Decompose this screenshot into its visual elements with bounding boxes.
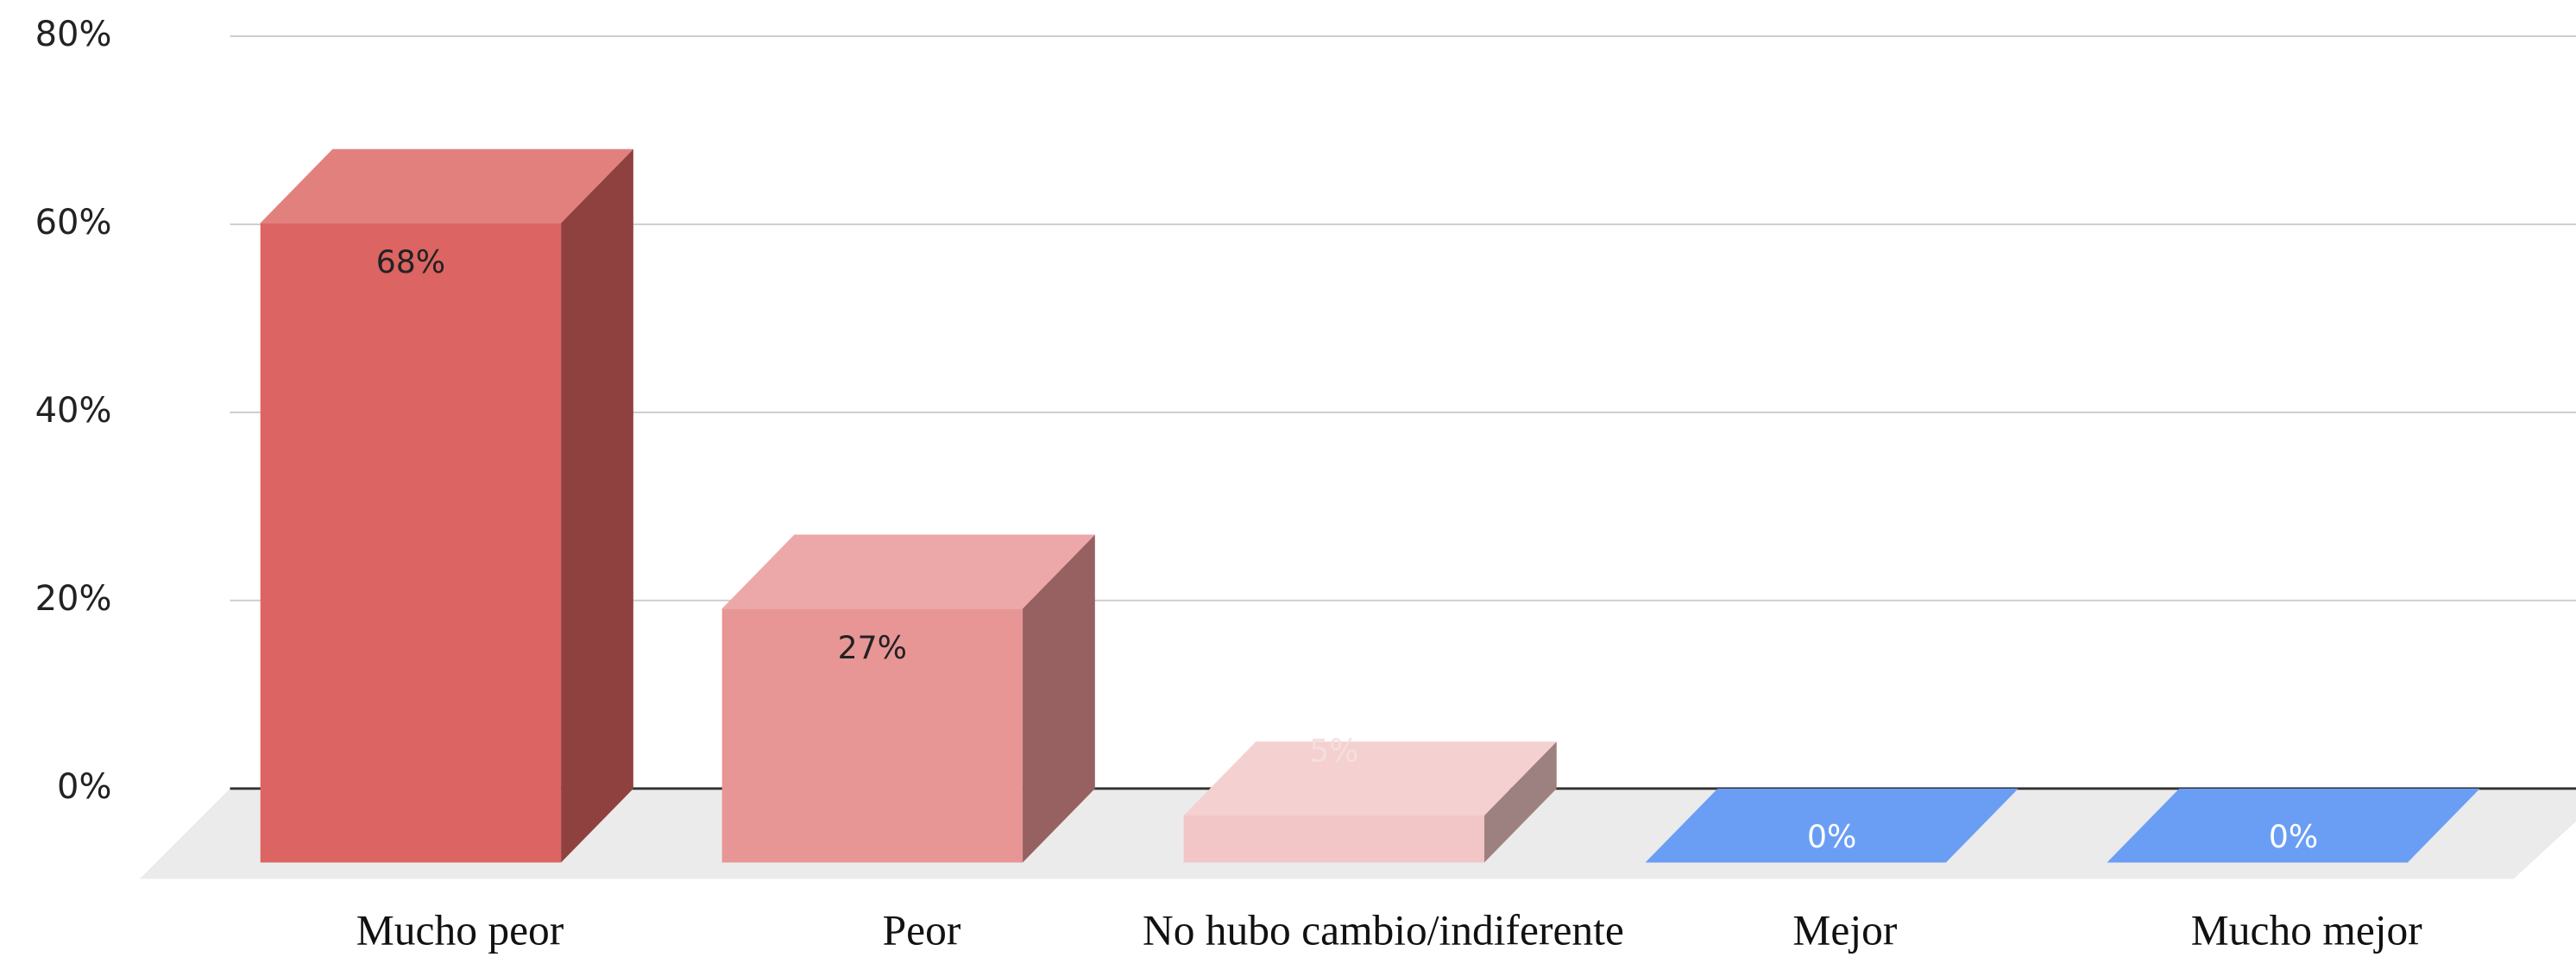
x-tick-label: Mucho peor [356,907,564,954]
x-tick-label: Mejor [1792,907,1897,954]
bar-top [2107,788,2480,863]
x-tick-label: Mucho mejor [2191,907,2423,954]
y-tick-label: 60% [35,203,112,242]
bar [1645,788,2019,863]
bar [2107,788,2480,863]
bar-top [721,534,1095,609]
bar [721,534,1095,863]
bar [260,148,633,863]
bar-top [260,148,633,224]
value-label: 27% [838,629,907,666]
value-label: 68% [376,243,445,280]
bar-top [1645,788,2019,863]
bar-top [1183,741,1557,815]
value-label: 0% [1807,818,1856,855]
bar-side [1483,741,1557,863]
bar-front [721,608,1023,863]
y-tick-label: 0% [57,767,111,807]
y-tick-label: 20% [35,579,112,619]
bar-side [561,148,633,863]
x-tick-label: Peor [883,907,961,954]
value-label: 5% [1309,733,1358,770]
y-tick-label: 80% [35,15,112,54]
value-label: 0% [2269,818,2318,855]
bar-front [260,223,562,863]
bar [1183,741,1557,863]
bar-front [1183,815,1484,863]
x-tick-label: No hubo cambio/indiferente [1143,907,1624,954]
y-tick-label: 40% [35,391,112,431]
bar-side [1023,534,1095,863]
